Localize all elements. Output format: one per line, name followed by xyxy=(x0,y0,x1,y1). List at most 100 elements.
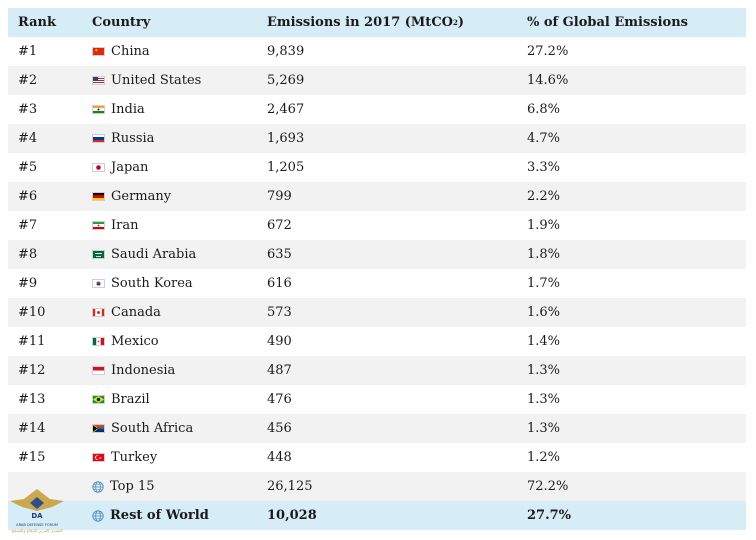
table-row: #7 Iran 672 1.9% xyxy=(8,211,746,240)
emissions-cell: 10,028 xyxy=(267,508,317,523)
table-row: #8 Saudi Arabia 635 1.8% xyxy=(8,240,746,269)
south-korea-flag-icon xyxy=(92,279,105,288)
country-cell: ★ China xyxy=(92,37,150,66)
rank-cell: #2 xyxy=(18,73,38,88)
country-name: Indonesia xyxy=(111,363,176,378)
pct-cell: 1.7% xyxy=(527,276,561,291)
arab-defense-forum-logo: DA ARAB DEFENSE FORUM المنتدى العربي للد… xyxy=(10,489,64,533)
country-name: South Africa xyxy=(111,421,194,436)
pct-cell: 1.6% xyxy=(527,305,561,320)
emissions-cell: 490 xyxy=(267,334,292,349)
rank-cell: #12 xyxy=(18,363,46,378)
pct-cell: 27.7% xyxy=(527,508,572,523)
mexico-flag-icon xyxy=(92,337,105,346)
rank-cell: #5 xyxy=(18,160,38,175)
country-name: United States xyxy=(111,73,202,88)
india-flag-icon xyxy=(92,105,105,114)
emissions-cell: 456 xyxy=(267,421,292,436)
table-row: #6 Germany 799 2.2% xyxy=(8,182,746,211)
header-country: Country xyxy=(92,15,151,30)
country-name: Russia xyxy=(111,131,155,146)
pct-cell: 27.2% xyxy=(527,44,569,59)
rank-cell: #7 xyxy=(18,218,38,233)
pct-cell: 1.3% xyxy=(527,421,561,436)
rank-cell: #15 xyxy=(18,450,46,465)
country-name: South Korea xyxy=(111,276,193,291)
emissions-cell: 476 xyxy=(267,392,292,407)
emissions-cell: 487 xyxy=(267,363,292,378)
pct-cell: 1.2% xyxy=(527,450,561,465)
rank-cell: #3 xyxy=(18,102,38,117)
table-row: #11 Mexico 490 1.4% xyxy=(8,327,746,356)
country-name: Iran xyxy=(111,218,139,233)
country-cell: India xyxy=(92,95,145,124)
pct-cell: 1.8% xyxy=(527,247,561,262)
country-name: Rest of World xyxy=(110,508,209,523)
japan-flag-icon xyxy=(92,163,105,172)
country-cell: Germany xyxy=(92,182,171,211)
emissions-table: Rank Country Emissions in 2017 (MtCO 2) %… xyxy=(8,8,746,530)
table-row: #9 South Korea 616 1.7% xyxy=(8,269,746,298)
country-cell: Russia xyxy=(92,124,154,153)
header-pct: % of Global Emissions xyxy=(527,15,688,30)
russia-flag-icon xyxy=(92,134,105,143)
table-row: #10 Canada 573 1.6% xyxy=(8,298,746,327)
country-cell: Iran xyxy=(92,211,138,240)
country-cell: Top 15 xyxy=(92,472,154,501)
country-name: Turkey xyxy=(111,450,158,465)
usa-flag-icon xyxy=(92,76,105,85)
globe-icon xyxy=(92,509,104,522)
emissions-cell: 9,839 xyxy=(267,44,305,59)
rank-cell: #11 xyxy=(18,334,46,349)
canada-flag-icon xyxy=(92,308,105,317)
pct-cell: 6.8% xyxy=(527,102,561,117)
country-name: Japan xyxy=(111,160,149,175)
pct-cell: 4.7% xyxy=(527,131,561,146)
pct-cell: 1.9% xyxy=(527,218,561,233)
country-name: Saudi Arabia xyxy=(111,247,197,262)
table-row: #12 Indonesia 487 1.3% xyxy=(8,356,746,385)
svg-text:المنتدى العربي للدفاع والتسليح: المنتدى العربي للدفاع والتسليح xyxy=(11,528,62,533)
country-cell: Rest of World xyxy=(92,501,209,530)
emissions-cell: 616 xyxy=(267,276,292,291)
emissions-cell: 448 xyxy=(267,450,292,465)
country-name: Germany xyxy=(111,189,172,204)
emissions-cell: 573 xyxy=(267,305,292,320)
svg-text:★: ★ xyxy=(99,456,102,460)
country-cell: Indonesia xyxy=(92,356,175,385)
pct-cell: 72.2% xyxy=(527,479,569,494)
rank-cell: #13 xyxy=(18,392,46,407)
pct-cell: 1.3% xyxy=(527,363,561,378)
header-rank: Rank xyxy=(18,15,56,30)
table-row: #1 ★ China 9,839 27.2% xyxy=(8,37,746,66)
pct-cell: 1.3% xyxy=(527,392,561,407)
country-name: Brazil xyxy=(111,392,150,407)
emissions-cell: 26,125 xyxy=(267,479,313,494)
rank-cell: #8 xyxy=(18,247,38,262)
country-name: Top 15 xyxy=(110,479,155,494)
svg-text:DA: DA xyxy=(31,512,43,520)
svg-text:★: ★ xyxy=(95,48,99,53)
header-emissions: Emissions in 2017 (MtCO 2) xyxy=(267,15,465,30)
south-africa-flag-icon xyxy=(92,424,105,433)
table-row: #14 South Africa 456 1.3% xyxy=(8,414,746,443)
pct-cell: 2.2% xyxy=(527,189,561,204)
pct-cell: 14.6% xyxy=(527,73,569,88)
iran-flag-icon xyxy=(92,221,105,230)
country-name: Mexico xyxy=(111,334,159,349)
turkey-flag-icon: ★ xyxy=(92,453,105,462)
table-row: #13 Brazil 476 1.3% xyxy=(8,385,746,414)
country-cell: Brazil xyxy=(92,385,150,414)
rank-cell: #4 xyxy=(18,131,38,146)
table-row: #15 ★ Turkey 448 1.2% xyxy=(8,443,746,472)
rest-of-world-row: Rest of World 10,028 27.7% xyxy=(8,501,746,530)
rank-cell: #14 xyxy=(18,421,46,436)
table-row: #4 Russia 1,693 4.7% xyxy=(8,124,746,153)
rank-cell: #9 xyxy=(18,276,38,291)
table-header: Rank Country Emissions in 2017 (MtCO 2) %… xyxy=(8,8,746,37)
svg-text:ARAB DEFENSE FORUM: ARAB DEFENSE FORUM xyxy=(16,523,58,527)
country-cell: United States xyxy=(92,66,201,95)
table-row: #5 Japan 1,205 3.3% xyxy=(8,153,746,182)
country-cell: Mexico xyxy=(92,327,159,356)
globe-icon xyxy=(92,480,104,493)
